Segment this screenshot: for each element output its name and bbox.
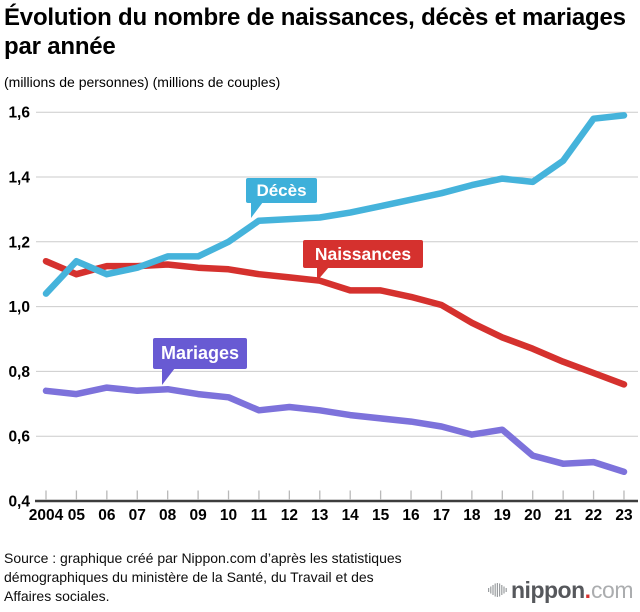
y-axis-label: 0,8 (8, 364, 30, 381)
x-axis-label: 16 (402, 507, 420, 524)
y-axis-label: 1,0 (8, 299, 30, 316)
x-axis-label: 09 (189, 507, 207, 524)
x-axis-label: 12 (281, 507, 298, 524)
y-axis-label: 1,6 (8, 105, 30, 122)
x-axis-label: 11 (251, 507, 268, 524)
x-axis-label: 07 (129, 507, 146, 524)
x-axis-label: 22 (585, 507, 602, 524)
x-axis-label: 08 (159, 507, 177, 524)
x-axis-label: 18 (463, 507, 481, 524)
x-axis-label: 23 (615, 507, 633, 524)
x-axis-label: 10 (220, 507, 237, 524)
y-axis-label: 1,4 (8, 170, 30, 187)
x-axis-label: 17 (433, 507, 450, 524)
y-axis-label: 0,6 (8, 429, 30, 446)
y-axis-label: 0,4 (8, 494, 30, 511)
nippon-logo: nippon . com (487, 577, 633, 603)
series-line-décès (42, 112, 628, 297)
deces-label-text: Décès (256, 181, 307, 200)
x-axis-label: 2004 (29, 507, 64, 524)
source-note-line: démographiques du ministère de la Santé,… (4, 569, 374, 585)
deces-series-label: Décès (246, 178, 317, 218)
source-note-line: Affaires sociales. (4, 588, 110, 604)
naissances-series-label: Naissances (303, 240, 423, 281)
mariages-label-pointer (162, 368, 175, 385)
series-line-naissances (42, 257, 628, 388)
chart-title: Évolution du nombre de naissances, décès… (4, 4, 626, 60)
x-axis-label: 21 (555, 507, 573, 524)
x-axis-label: 06 (98, 507, 116, 524)
y-axis-label: 1,2 (8, 234, 30, 251)
x-axis-label: 14 (342, 507, 360, 524)
x-axis-label: 19 (494, 507, 512, 524)
logo-text-nippon: nippon (511, 576, 585, 603)
mariages-label-text: Mariages (160, 343, 240, 363)
x-axis-label: 05 (68, 507, 86, 524)
logo-text-com: com (591, 576, 633, 603)
source-note: Source : graphique créé par Nippon.com d… (4, 549, 402, 606)
x-axis-label: 15 (372, 507, 390, 524)
deces-label-pointer (251, 202, 263, 218)
x-axis-label: 20 (524, 507, 541, 524)
logo-text-dot: . (584, 576, 592, 603)
chart-unit-note: (millions de personnes) (millions de cou… (4, 74, 281, 90)
soundwave-circle-icon (488, 583, 507, 597)
naissances-label-text: Naissances (314, 244, 412, 264)
naissances-label-pointer (317, 267, 329, 281)
x-axis-label: 13 (311, 507, 329, 524)
mariages-series-label: Mariages (153, 338, 247, 385)
series-line-mariages (42, 384, 628, 476)
source-note-line: Source : graphique créé par Nippon.com d… (4, 550, 402, 566)
